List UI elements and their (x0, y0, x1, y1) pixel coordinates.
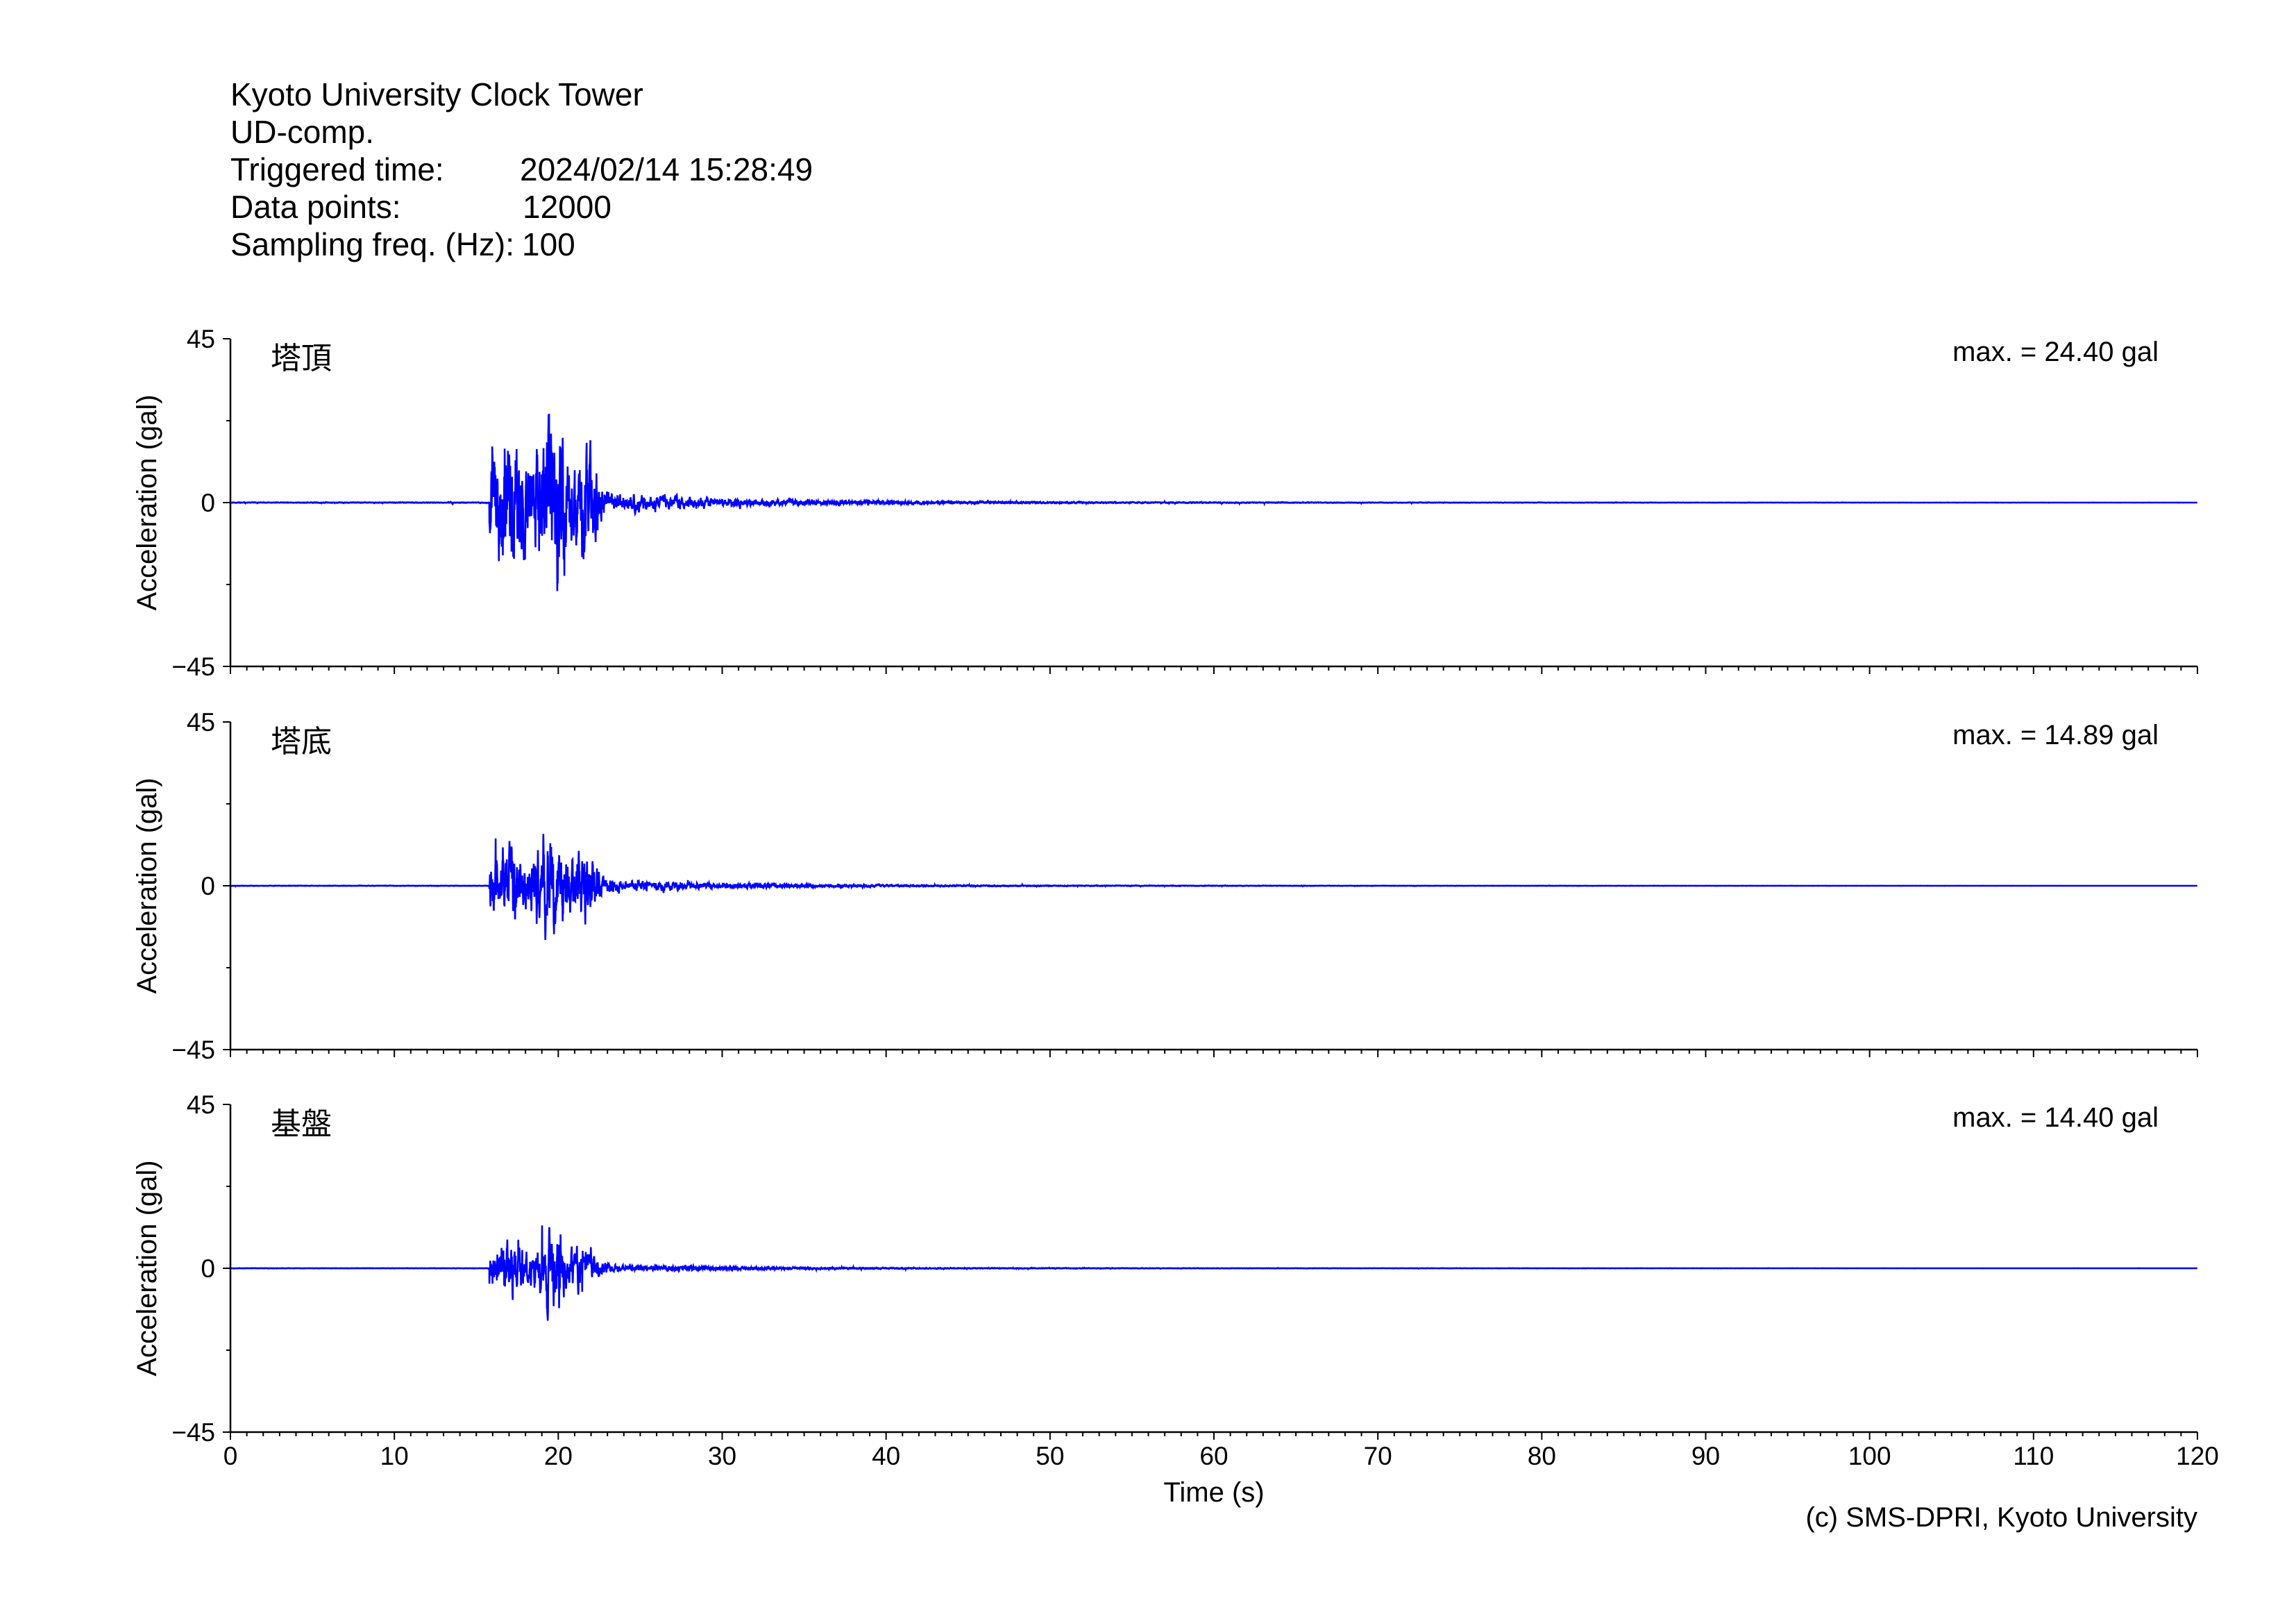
y-tick-label: −45 (171, 1036, 215, 1064)
x-tick-label: 120 (2176, 1442, 2219, 1470)
triggered-value: 2024/02/14 15:28:49 (520, 151, 813, 187)
station-label: 基盤 (271, 1107, 332, 1141)
x-tick-label: 100 (1848, 1442, 1891, 1470)
freq-value: 100 (522, 226, 575, 262)
y-tick-label: 0 (201, 1254, 215, 1283)
x-tick-label: 0 (223, 1442, 238, 1470)
x-tick-label: 70 (1364, 1442, 1392, 1470)
waveform-trace (230, 1225, 2197, 1321)
x-axis-label: Time (s) (1163, 1477, 1264, 1508)
panel-2: 45 0 −45 Acceleration (gal) 塔底 max. = 14.89 g… (132, 708, 2198, 1064)
x-tick-label: 40 (872, 1442, 900, 1470)
freq-label: Sampling freq. (Hz): (230, 226, 514, 262)
panel-1: 45 0 −45 Acceleration (gal) 塔頂 max. = 24.40 g… (132, 325, 2198, 681)
max-value-label: max. = 14.89 gal (1952, 720, 2159, 750)
points-value: 12000 (523, 189, 611, 225)
y-axis-label: Acceleration (gal) (132, 394, 162, 610)
component: UD-comp. (230, 114, 374, 150)
x-tick-label: 20 (544, 1442, 573, 1470)
max-value-label: max. = 14.40 gal (1952, 1102, 2159, 1133)
x-tick-label: 60 (1199, 1442, 1228, 1470)
site-name: Kyoto University Clock Tower (230, 76, 643, 112)
panel-3: 45 0 −45 0 10 20 30 40 50 60 70 80 90 100 110 120 Accele… (132, 1091, 2219, 1470)
points-label: Data points: (230, 189, 400, 225)
station-label: 塔底 (271, 725, 332, 759)
x-tick-label: 30 (708, 1442, 736, 1470)
max-value-label: max. = 24.40 gal (1952, 337, 2159, 367)
y-tick-label: 0 (201, 489, 215, 517)
header-info: Kyoto University Clock Tower UD-comp. Tr… (230, 76, 813, 262)
waveform-trace (230, 834, 2197, 941)
y-tick-label: 45 (187, 708, 215, 737)
x-tick-label: 50 (1036, 1442, 1064, 1470)
x-tick-label: 10 (380, 1442, 409, 1470)
x-tick-label: 80 (1528, 1442, 1556, 1470)
x-tick-label: 110 (2013, 1442, 2054, 1470)
y-tick-label: −45 (171, 653, 215, 681)
y-axis-label: Acceleration (gal) (132, 1160, 162, 1376)
triggered-label: Triggered time: (230, 151, 444, 187)
x-tick-label: 90 (1691, 1442, 1720, 1470)
y-axis-label: Acceleration (gal) (132, 777, 162, 993)
waveform-trace (230, 413, 2197, 591)
y-tick-label: 45 (187, 1091, 215, 1119)
station-label: 塔頂 (271, 342, 332, 376)
y-tick-label: 45 (187, 325, 215, 353)
copyright: (c) SMS-DPRI, Kyoto University (1805, 1502, 2197, 1533)
y-tick-label: −45 (171, 1418, 215, 1447)
y-tick-label: 0 (201, 872, 215, 900)
